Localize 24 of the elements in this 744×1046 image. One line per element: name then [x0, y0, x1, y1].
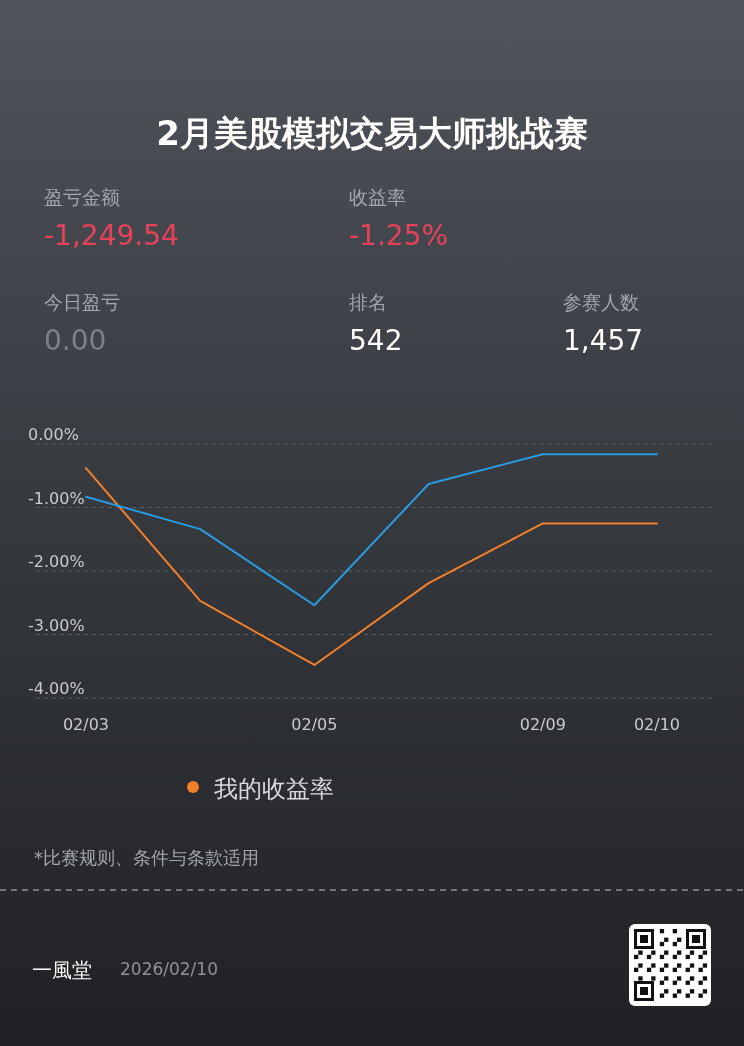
chart-title: 2月美股模拟交易大师挑战赛 — [156, 113, 588, 153]
y-tick-label: -4.00% — [28, 679, 85, 698]
y-tick-label: -2.00% — [28, 552, 85, 571]
text: 542 — [349, 324, 403, 357]
legend-label: 我的收益率 — [214, 775, 334, 803]
text: -1.25% — [349, 219, 449, 252]
text: 1,457 — [563, 324, 644, 357]
x-tick-label: 02/10 — [633, 715, 681, 734]
text: 一風堂 — [32, 958, 92, 982]
text: 0.00 — [44, 324, 107, 357]
y-tick-label: 0.00% — [28, 425, 79, 444]
text: 参赛人数 — [563, 291, 639, 313]
text: -1,249.54 — [44, 219, 179, 252]
text: 收益率 — [349, 186, 406, 208]
y-tick-label: -1.00% — [28, 488, 85, 508]
y-tick-label: -3.00% — [28, 615, 85, 635]
x-tick-label: 02/05 — [291, 715, 338, 734]
text: 盈亏金额 — [44, 186, 120, 208]
text: 排名 — [349, 291, 387, 313]
text: 2026/02/10 — [120, 959, 218, 979]
x-tick-label: 02/03 — [62, 715, 110, 734]
x-tick-label: 02/09 — [519, 715, 566, 734]
text: 今日盈亏 — [44, 291, 120, 313]
text: *比赛规则、条件与条款适用 — [34, 847, 259, 868]
